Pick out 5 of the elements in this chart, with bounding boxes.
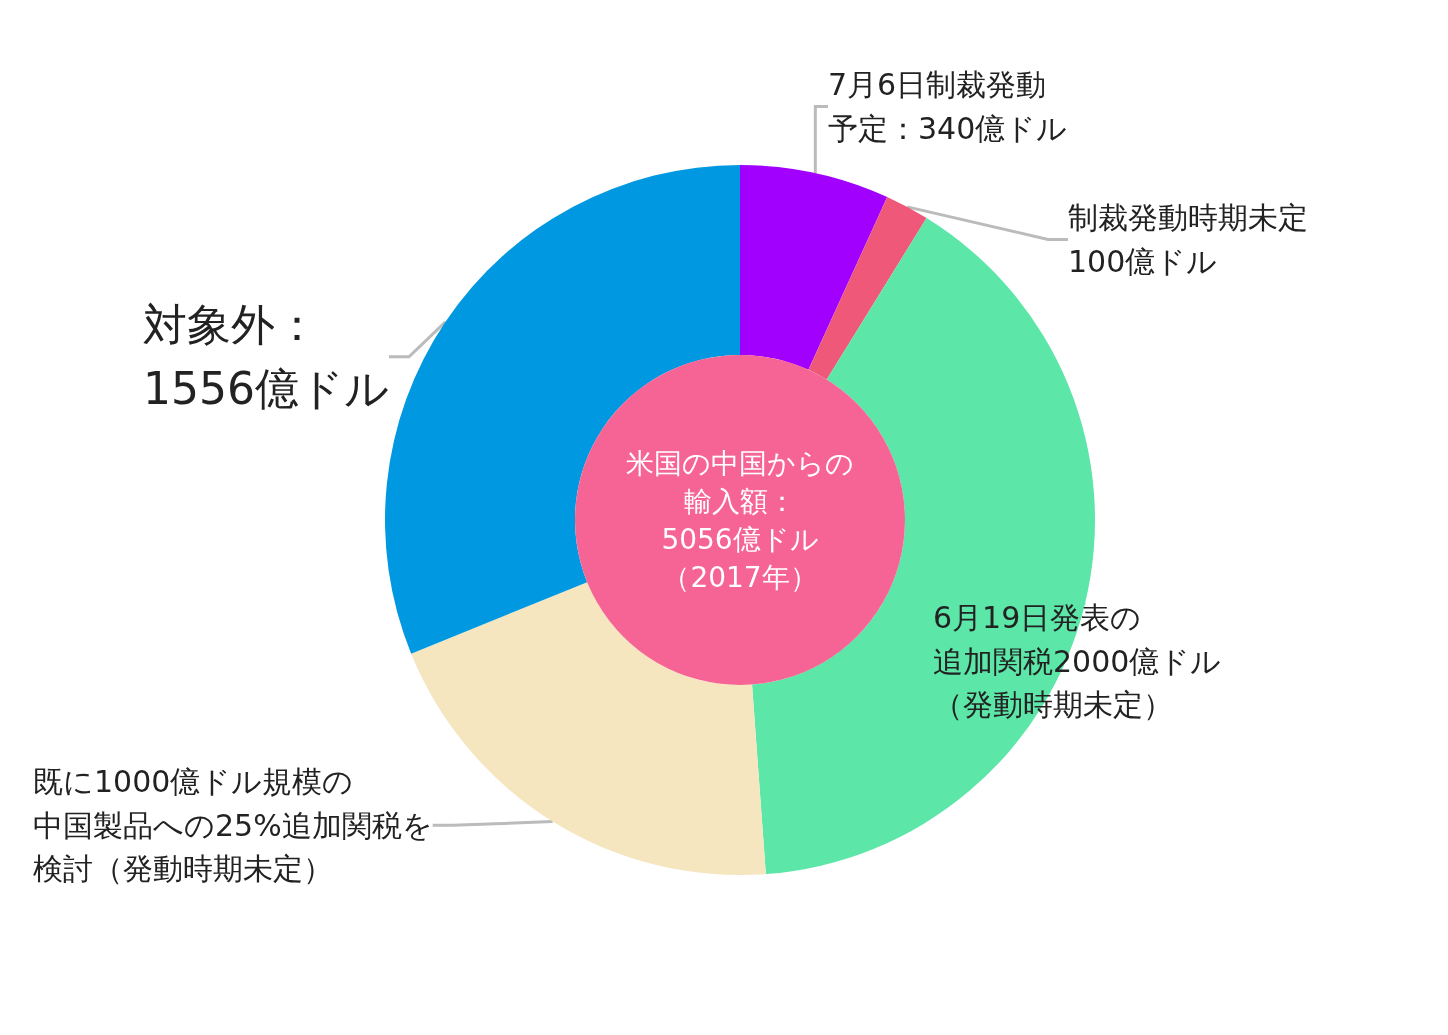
slice-label: 制裁発動時期未定100億ドル	[1068, 200, 1308, 279]
text: 米国の中国からの輸入額：5056億ドル（2017年）	[626, 446, 854, 594]
slice-label: 対象外：1556億ドル	[143, 299, 389, 415]
slice-label: 7月6日制裁発動予定：340億ドル	[828, 67, 1068, 146]
slice-label: 既に1000億ドル規模の中国製品への25%追加関税を検討（発動時期未定）	[33, 764, 433, 887]
